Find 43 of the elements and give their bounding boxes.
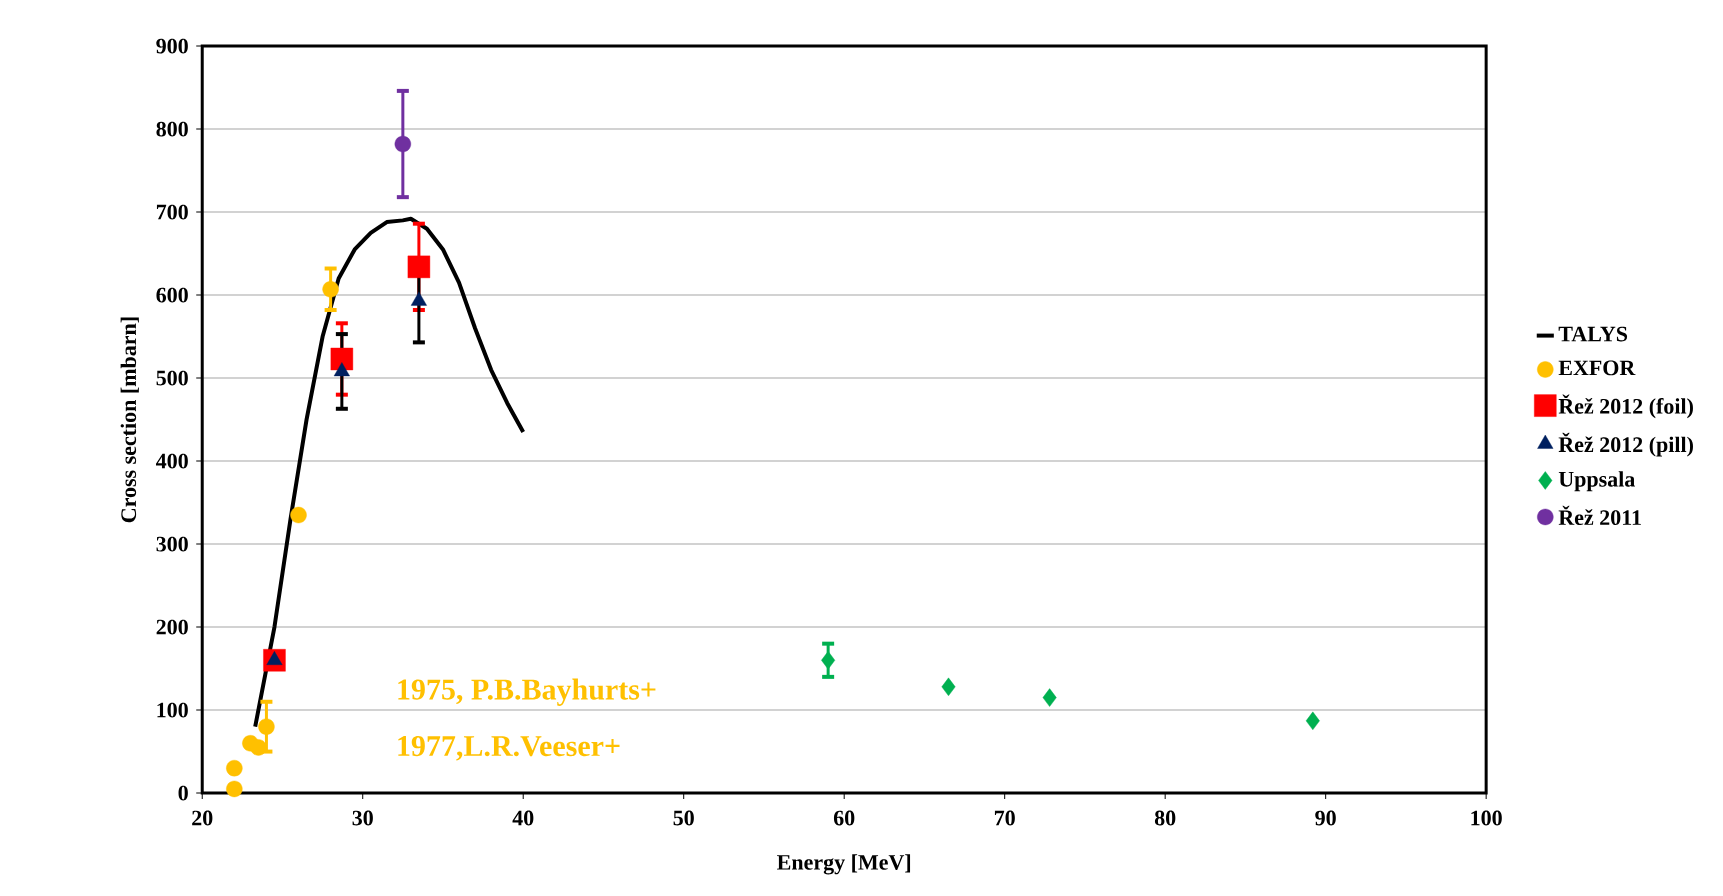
annotation: 1975, P.B.Bayhurts+: [398, 678, 656, 706]
y-tick-label: 400: [156, 453, 188, 469]
point: [394, 135, 412, 153]
point: [821, 651, 836, 670]
x-tick-label: 70: [994, 810, 1015, 826]
x-tick-label: 30: [352, 810, 373, 826]
y-tick-label: 900: [156, 38, 188, 54]
legend-label: Uppsala: [1558, 471, 1635, 492]
point: [407, 255, 431, 279]
legend-label: Řež 2012 (pill): [1558, 432, 1693, 457]
x-tick-label: 40: [512, 810, 534, 826]
y-tick-label: 100: [157, 702, 188, 718]
point: [290, 506, 307, 524]
x-tick-label: 90: [1315, 810, 1336, 826]
legend-label: TALYS: [1558, 326, 1628, 342]
point: [258, 718, 275, 735]
point: [1305, 711, 1320, 731]
point: [1042, 688, 1057, 707]
y-tick-label: 500: [156, 370, 188, 386]
x-tick-label: 60: [833, 810, 855, 826]
y-tick-label: 0: [178, 785, 188, 801]
y-tick-label: 800: [156, 121, 188, 137]
x-tick-label: 80: [1154, 810, 1176, 826]
y-tick-label: 600: [156, 287, 188, 303]
legend-label: Řež 2011: [1558, 505, 1641, 526]
x-tick-label: 20: [192, 810, 213, 826]
annotation: 1977,L.R.Veeser+: [398, 735, 620, 761]
point: [322, 281, 339, 298]
point: [226, 780, 243, 798]
point: [941, 677, 956, 697]
y-tick-label: 200: [156, 619, 188, 635]
y-tick-label: 700: [156, 204, 188, 220]
legend-label: Řež 2012 (foil): [1558, 394, 1693, 419]
x-tick-label: 50: [673, 810, 694, 826]
x-axis-title: Energy [MeV]: [777, 854, 911, 875]
y-axis-title: Cross section [mbarn]: [120, 317, 139, 523]
point: [333, 362, 350, 377]
legend-label: EXFOR: [1558, 360, 1636, 376]
y-tick-label: 300: [156, 536, 188, 552]
point: [250, 739, 267, 756]
point: [330, 347, 354, 371]
point: [226, 759, 243, 777]
x-tick-label: 100: [1471, 810, 1502, 826]
